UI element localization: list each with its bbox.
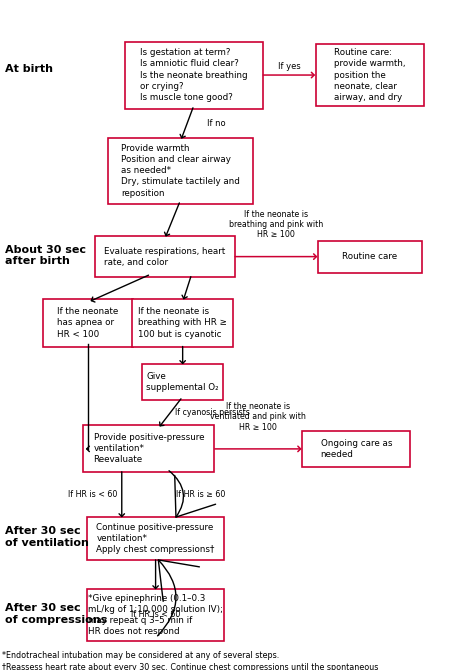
FancyBboxPatch shape: [132, 299, 234, 347]
Text: After 30 sec
of ventilation: After 30 sec of ventilation: [5, 526, 88, 547]
Text: Routine care:
provide warmth,
position the
neonate, clear
airway, and dry: Routine care: provide warmth, position t…: [334, 48, 405, 102]
Text: Give
supplemental O₂: Give supplemental O₂: [146, 372, 219, 392]
FancyBboxPatch shape: [43, 299, 133, 347]
Text: If the neonate is
breathing and pink with
HR ≥ 100: If the neonate is breathing and pink wit…: [229, 210, 323, 239]
Text: If HR is < 60: If HR is < 60: [68, 490, 117, 499]
FancyBboxPatch shape: [316, 44, 424, 106]
Text: If yes: If yes: [278, 62, 300, 71]
FancyArrowPatch shape: [169, 471, 216, 517]
Text: If the neonate is
ventilated and pink with
HR ≥ 100: If the neonate is ventilated and pink wi…: [210, 402, 306, 431]
FancyBboxPatch shape: [125, 42, 262, 109]
Text: *Give epinephrine (0.1–0.3
mL/kg of 1:10,000 solution IV);
may repeat q 3–5 min : *Give epinephrine (0.1–0.3 mL/kg of 1:10…: [88, 594, 223, 636]
Text: Ongoing care as
needed: Ongoing care as needed: [321, 439, 392, 459]
FancyBboxPatch shape: [87, 517, 224, 560]
Text: If no: If no: [207, 119, 226, 128]
FancyBboxPatch shape: [318, 241, 422, 273]
Text: Provide positive-pressure
ventilation*
Reevaluate: Provide positive-pressure ventilation* R…: [93, 433, 204, 464]
Text: Evaluate respirations, heart
rate, and color: Evaluate respirations, heart rate, and c…: [104, 247, 225, 267]
Text: About 30 sec
after birth: About 30 sec after birth: [5, 245, 86, 266]
Text: If the neonate is
breathing with HR ≥
100 but is cyanotic: If the neonate is breathing with HR ≥ 10…: [138, 308, 227, 338]
FancyBboxPatch shape: [95, 236, 235, 277]
FancyBboxPatch shape: [142, 364, 223, 400]
FancyArrowPatch shape: [157, 560, 199, 636]
Text: If the neonate
has apnea or
HR < 100: If the neonate has apnea or HR < 100: [57, 308, 119, 338]
FancyBboxPatch shape: [302, 431, 410, 467]
Text: Routine care: Routine care: [342, 252, 397, 261]
Text: After 30 sec
of compressions: After 30 sec of compressions: [5, 603, 107, 624]
FancyBboxPatch shape: [108, 138, 253, 204]
Text: Continue positive-pressure
ventilation*
Apply chest compressions†: Continue positive-pressure ventilation* …: [97, 523, 215, 554]
Text: *Endotracheal intubation may be considered at any of several steps.
†Reassess he: *Endotracheal intubation may be consider…: [2, 651, 379, 670]
Text: If HR is < 60: If HR is < 60: [131, 610, 180, 618]
FancyBboxPatch shape: [83, 425, 214, 472]
FancyBboxPatch shape: [87, 589, 224, 641]
Text: Provide warmth
Position and clear airway
as needed*
Dry, stimulate tactilely and: Provide warmth Position and clear airway…: [121, 144, 240, 198]
Text: At birth: At birth: [5, 64, 52, 74]
Text: If HR is ≥ 60: If HR is ≥ 60: [176, 490, 226, 499]
Text: Is gestation at term?
Is amniotic fluid clear?
Is the neonate breathing
or cryin: Is gestation at term? Is amniotic fluid …: [140, 48, 248, 102]
Text: If cyanosis persists: If cyanosis persists: [175, 408, 249, 417]
